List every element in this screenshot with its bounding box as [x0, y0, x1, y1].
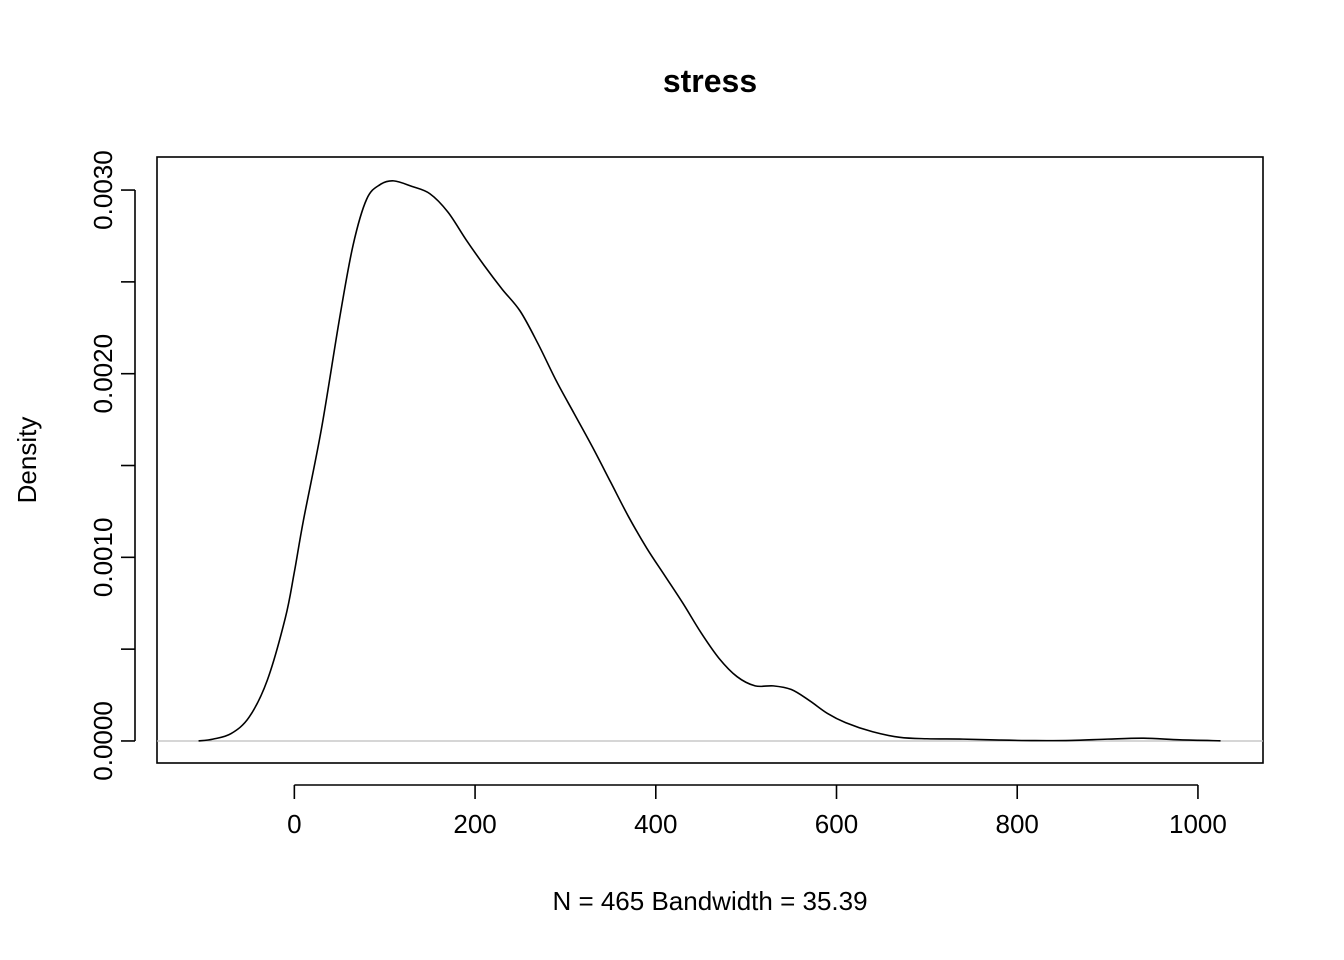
x-tick-label: 200: [453, 809, 496, 839]
x-tick-label: 600: [815, 809, 858, 839]
x-tick-label: 1000: [1169, 809, 1227, 839]
density-curve: [198, 180, 1221, 742]
y-axis-label: Density: [12, 417, 42, 504]
x-tick-label: 800: [996, 809, 1039, 839]
y-tick-label: 0.0030: [88, 150, 118, 230]
y-tick-label: 0.0010: [88, 518, 118, 598]
chart-title: stress: [663, 63, 757, 99]
y-tick-label: 0.0000: [88, 701, 118, 781]
x-tick-label: 0: [287, 809, 301, 839]
x-tick-label: 400: [634, 809, 677, 839]
plot-frame: [156, 156, 1264, 764]
x-axis: 0 200 400 600 800 1000: [287, 784, 1227, 839]
x-axis-label: N = 465 Bandwidth = 35.39: [552, 886, 867, 916]
y-tick-label: 0.0020: [88, 334, 118, 414]
y-axis: 0.0000 0.0010 0.0020 0.0030: [88, 150, 136, 781]
